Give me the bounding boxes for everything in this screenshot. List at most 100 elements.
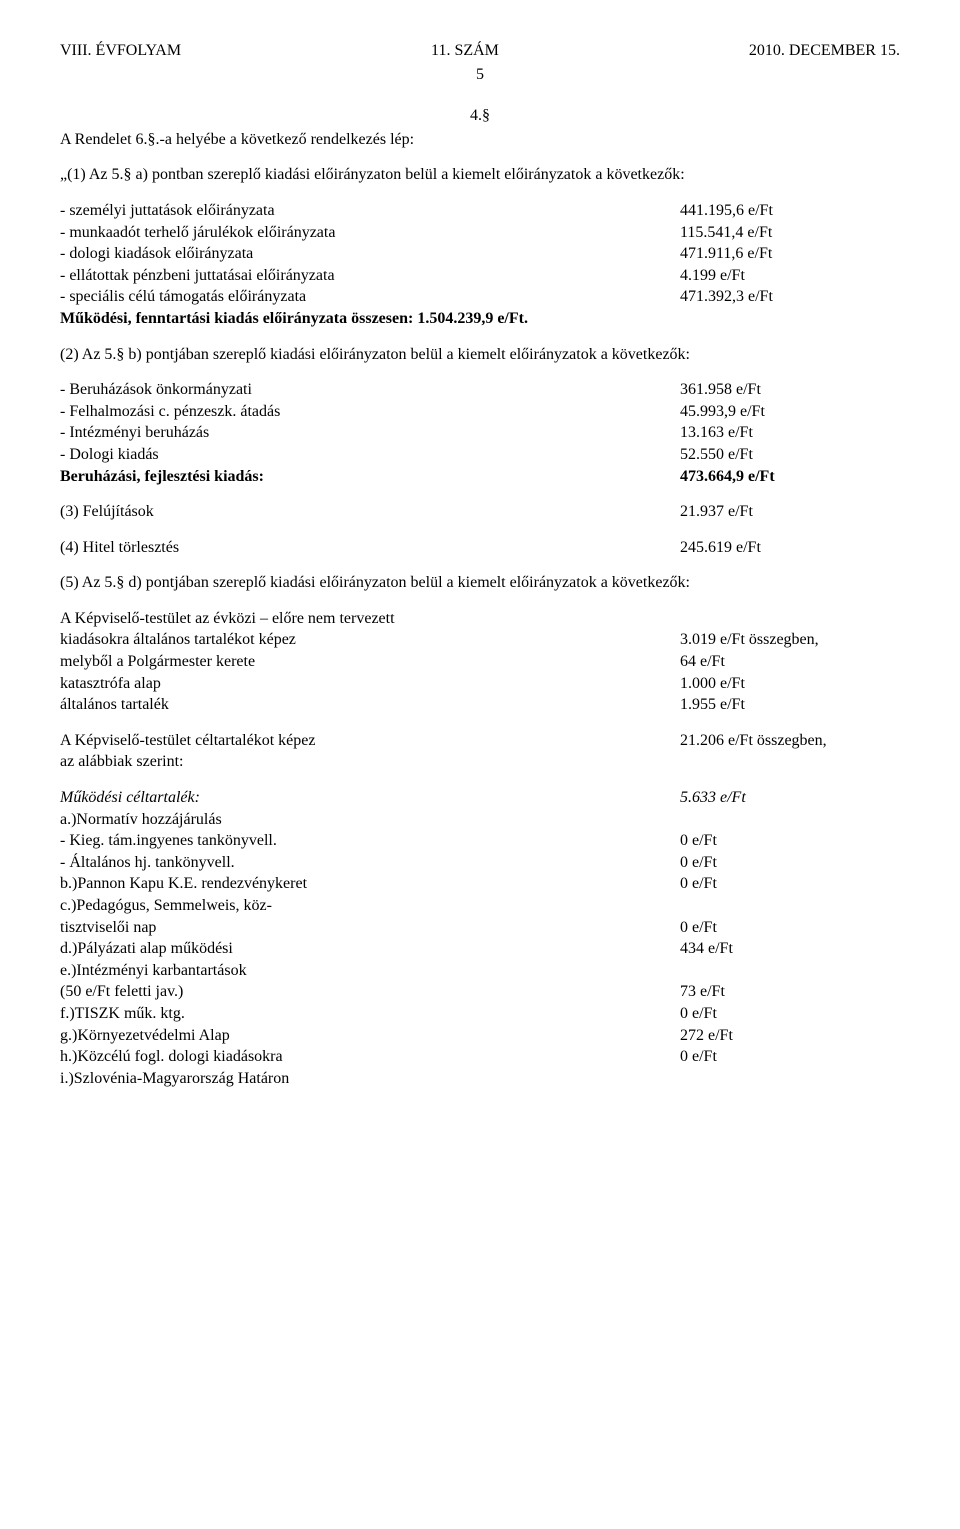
p5-c-head-label: Működési céltartalék: — [60, 787, 670, 809]
line-label: e.)Intézményi karbantartások — [60, 960, 670, 982]
line-label: a.)Normatív hozzájárulás — [60, 809, 670, 831]
line-item: b.)Pannon Kapu K.E. rendezvénykeret0 e/F… — [60, 873, 900, 895]
line-item: A Képviselő-testület az évközi – előre n… — [60, 608, 900, 630]
line-value: 0 e/Ft — [670, 830, 900, 852]
line-value — [670, 751, 900, 773]
line-label: - Intézményi beruházás — [60, 422, 670, 444]
p4-value: 245.619 e/Ft — [670, 537, 900, 559]
p5-block-c: a.)Normatív hozzájárulás- Kieg. tám.ingy… — [60, 809, 900, 1090]
line-item: - személyi juttatások előirányzata441.19… — [60, 200, 900, 222]
p5-block-a: A Képviselő-testület az évközi – előre n… — [60, 608, 900, 716]
p5-c-head: Működési céltartalék: 5.633 e/Ft — [60, 787, 900, 809]
line-label: A Képviselő-testület az évközi – előre n… — [60, 608, 670, 630]
header-center: 11. SZÁM — [431, 40, 499, 62]
line-label: - Általános hj. tankönyvell. — [60, 852, 670, 874]
line-value — [670, 960, 900, 982]
line-label: h.)Közcélú fogl. dologi kiadásokra — [60, 1046, 670, 1068]
p5-lead: (5) Az 5.§ d) pontjában szereplő kiadási… — [60, 572, 900, 594]
line-item: az alábbiak szerint: — [60, 751, 900, 773]
line-item: i.)Szlovénia-Magyarország Határon — [60, 1068, 900, 1090]
line-value: 434 e/Ft — [670, 938, 900, 960]
line-value: 0 e/Ft — [670, 873, 900, 895]
line-label: b.)Pannon Kapu K.E. rendezvénykeret — [60, 873, 670, 895]
line-item: a.)Normatív hozzájárulás — [60, 809, 900, 831]
line-label: - Kieg. tám.ingyenes tankönyvell. — [60, 830, 670, 852]
line-item: - munkaadót terhelő járulékok előirányza… — [60, 222, 900, 244]
line-value: 45.993,9 e/Ft — [670, 401, 900, 423]
line-item: g.)Környezetvédelmi Alap272 e/Ft — [60, 1025, 900, 1047]
line-value: 4.199 e/Ft — [670, 265, 900, 287]
line-label: - speciális célú támogatás előirányzata — [60, 286, 670, 308]
line-item: általános tartalék1.955 e/Ft — [60, 694, 900, 716]
line-label: melyből a Polgármester kerete — [60, 651, 670, 673]
header-right: 2010. DECEMBER 15. — [749, 40, 900, 62]
p4-label: (4) Hitel törlesztés — [60, 537, 670, 559]
line-value — [670, 895, 900, 917]
line-value: 13.163 e/Ft — [670, 422, 900, 444]
line-item: h.)Közcélú fogl. dologi kiadásokra0 e/Ft — [60, 1046, 900, 1068]
line-label: katasztrófa alap — [60, 673, 670, 695]
p1-total: Működési, fenntartási kiadás előirányzat… — [60, 308, 900, 330]
line-label: g.)Környezetvédelmi Alap — [60, 1025, 670, 1047]
line-value: 471.911,6 e/Ft — [670, 243, 900, 265]
line-label: A Képviselő-testület céltartalékot képez — [60, 730, 670, 752]
line-label: általános tartalék — [60, 694, 670, 716]
line-label: - személyi juttatások előirányzata — [60, 200, 670, 222]
header-left: VIII. ÉVFOLYAM — [60, 40, 181, 62]
line-value: 441.195,6 e/Ft — [670, 200, 900, 222]
line-item: - dologi kiadások előirányzata471.911,6 … — [60, 243, 900, 265]
line-item: - Beruházások önkormányzati361.958 e/Ft — [60, 379, 900, 401]
line-item: tisztviselői nap0 e/Ft — [60, 917, 900, 939]
line-value: 73 e/Ft — [670, 981, 900, 1003]
line-value: 361.958 e/Ft — [670, 379, 900, 401]
line-value — [670, 809, 900, 831]
p2-total: Beruházási, fejlesztési kiadás: 473.664,… — [60, 466, 900, 488]
p1-lead: „(1) Az 5.§ a) pontban szereplő kiadási … — [60, 164, 900, 186]
line-item: kiadásokra általános tartalékot képez3.0… — [60, 629, 900, 651]
line-value — [670, 1068, 900, 1090]
p3: (3) Felújítások 21.937 e/Ft — [60, 501, 900, 523]
line-item: katasztrófa alap1.000 e/Ft — [60, 673, 900, 695]
line-label: - Dologi kiadás — [60, 444, 670, 466]
line-value: 52.550 e/Ft — [670, 444, 900, 466]
line-label: kiadásokra általános tartalékot képez — [60, 629, 670, 651]
line-item: melyből a Polgármester kerete64 e/Ft — [60, 651, 900, 673]
p2-items: - Beruházások önkormányzati361.958 e/Ft-… — [60, 379, 900, 465]
p4: (4) Hitel törlesztés 245.619 e/Ft — [60, 537, 900, 559]
line-label: i.)Szlovénia-Magyarország Határon — [60, 1068, 670, 1090]
line-value: 3.019 e/Ft összegben, — [670, 629, 900, 651]
line-value: 0 e/Ft — [670, 1046, 900, 1068]
line-item: - Kieg. tám.ingyenes tankönyvell.0 e/Ft — [60, 830, 900, 852]
line-item: e.)Intézményi karbantartások — [60, 960, 900, 982]
p1-items: - személyi juttatások előirányzata441.19… — [60, 200, 900, 308]
line-label: - Felhalmozási c. pénzeszk. átadás — [60, 401, 670, 423]
line-label: - dologi kiadások előirányzata — [60, 243, 670, 265]
line-label: c.)Pedagógus, Semmelweis, köz- — [60, 895, 670, 917]
p3-label: (3) Felújítások — [60, 501, 670, 523]
line-value: 471.392,3 e/Ft — [670, 286, 900, 308]
line-value: 0 e/Ft — [670, 1003, 900, 1025]
line-value: 64 e/Ft — [670, 651, 900, 673]
p2-lead: (2) Az 5.§ b) pontjában szereplő kiadási… — [60, 344, 900, 366]
line-item: c.)Pedagógus, Semmelweis, köz- — [60, 895, 900, 917]
line-label: - ellátottak pénzbeni juttatásai előirán… — [60, 265, 670, 287]
section-number: 4.§ — [60, 105, 900, 127]
line-value: 0 e/Ft — [670, 852, 900, 874]
line-item: A Képviselő-testület céltartalékot képez… — [60, 730, 900, 752]
line-value: 21.206 e/Ft összegben, — [670, 730, 900, 752]
line-value: 1.955 e/Ft — [670, 694, 900, 716]
p3-value: 21.937 e/Ft — [670, 501, 900, 523]
page-header: VIII. ÉVFOLYAM 11. SZÁM 2010. DECEMBER 1… — [60, 40, 900, 62]
line-value — [670, 608, 900, 630]
line-item: - Felhalmozási c. pénzeszk. átadás45.993… — [60, 401, 900, 423]
line-item: d.)Pályázati alap működési434 e/Ft — [60, 938, 900, 960]
line-item: (50 e/Ft feletti jav.)73 e/Ft — [60, 981, 900, 1003]
line-value: 115.541,4 e/Ft — [670, 222, 900, 244]
line-value: 272 e/Ft — [670, 1025, 900, 1047]
p5-block-b: A Képviselő-testület céltartalékot képez… — [60, 730, 900, 773]
line-label: az alábbiak szerint: — [60, 751, 670, 773]
line-label: - munkaadót terhelő járulékok előirányza… — [60, 222, 670, 244]
line-label: (50 e/Ft feletti jav.) — [60, 981, 670, 1003]
p2-total-label: Beruházási, fejlesztési kiadás: — [60, 466, 670, 488]
line-item: - Intézményi beruházás13.163 e/Ft — [60, 422, 900, 444]
